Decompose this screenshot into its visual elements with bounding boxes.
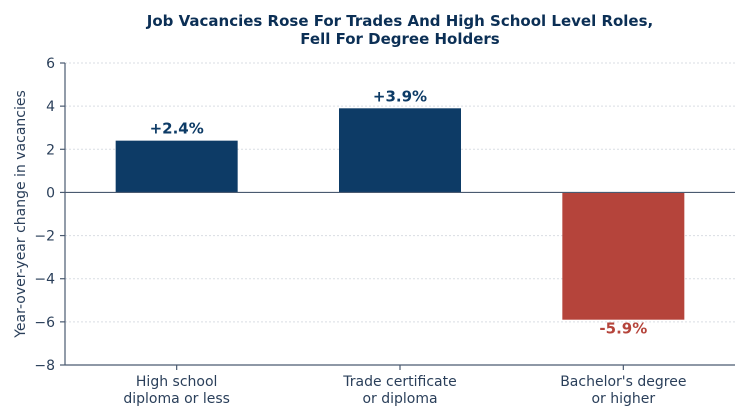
data-label: -5.9% [599, 320, 647, 338]
x-tick-label: High school [136, 374, 218, 390]
y-tick-label: −2 [34, 229, 55, 245]
y-tick-label: −8 [34, 358, 55, 374]
x-tick-label: Bachelor's degree [560, 374, 686, 390]
y-tick-label: 0 [46, 185, 55, 201]
data-label: +2.4% [150, 120, 204, 138]
chart-title-line-1: Job Vacancies Rose For Trades And High S… [146, 12, 653, 30]
y-tick-label: 2 [46, 142, 55, 158]
bars [115, 108, 685, 320]
y-tick-label: 4 [46, 99, 55, 115]
x-tick-label: or higher [591, 391, 655, 407]
data-label: +3.9% [373, 87, 427, 105]
x-tick-label: diploma or less [123, 391, 230, 407]
y-tick-label: 6 [46, 56, 55, 72]
y-tick-label: −6 [34, 315, 55, 331]
chart-title-line-2: Fell For Degree Holders [300, 30, 500, 48]
bar [115, 140, 238, 193]
y-tick-label: −4 [34, 272, 55, 288]
bar [562, 192, 685, 320]
y-axis-label: Year-over-year change in vacancies [13, 90, 29, 339]
bar [339, 108, 461, 193]
x-tick-label: Trade certificate [342, 374, 456, 390]
axes [60, 62, 735, 370]
x-tick-label: or diploma [362, 391, 437, 407]
